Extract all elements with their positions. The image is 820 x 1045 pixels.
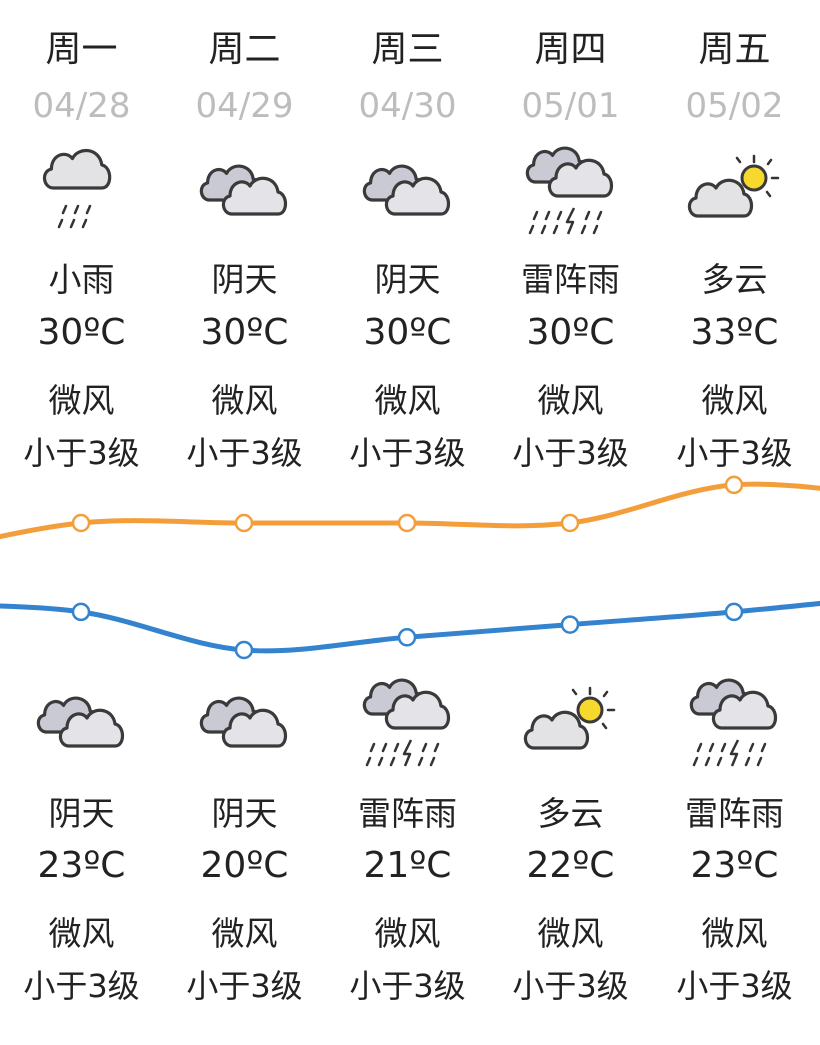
night-condition: 阴天: [211, 794, 278, 833]
high-temp-point: [560, 513, 580, 533]
partly-cloudy-icon: [520, 672, 620, 772]
low-temp-point: [724, 602, 744, 622]
forecast-day-2[interactable]: 周二 04/29 阴天 30ºC 微风 小于3级 阴天 20ºC 微风 小于3级: [163, 0, 326, 1045]
overcast-icon: [31, 672, 131, 772]
date: 04/30: [358, 86, 457, 126]
night-condition: 雷阵雨: [685, 794, 784, 833]
day-name: 周四: [534, 29, 607, 70]
day-wind: 微风: [48, 381, 115, 420]
high-temp: 33ºC: [690, 312, 779, 353]
high-temp: 30ºC: [200, 312, 289, 353]
low-temp-point: [397, 628, 417, 647]
high-temp: 30ºC: [37, 312, 126, 353]
overcast-icon: [194, 672, 294, 772]
day-wind: 微风: [374, 381, 441, 420]
day-wind-level: 小于3级: [349, 434, 466, 472]
night-wind-level: 小于3级: [676, 967, 793, 1005]
high-temp-point: [71, 513, 91, 533]
forecast-day-5[interactable]: 周五 05/02 多云 33ºC 微风 小于3级 雷阵雨 23ºC 微风 小于3…: [653, 0, 816, 1045]
day-condition: 小雨: [48, 260, 115, 299]
day-condition: 多云: [701, 260, 768, 299]
night-wind-level: 小于3级: [349, 967, 466, 1005]
low-temp: 20ºC: [200, 845, 289, 886]
forecast-day-3[interactable]: 周三 04/30 阴天 30ºC 微风 小于3级 雷阵雨 21ºC 微风 小于3…: [326, 0, 489, 1045]
low-temp-point: [71, 602, 91, 622]
high-temp-point: [234, 513, 254, 533]
day-condition: 阴天: [374, 260, 441, 299]
day-name: 周五: [698, 29, 771, 70]
light-rain-icon: [31, 140, 131, 240]
day-wind-level: 小于3级: [186, 434, 303, 472]
high-temp: 30ºC: [526, 312, 615, 353]
date: 04/29: [195, 86, 294, 126]
day-wind: 微风: [211, 381, 278, 420]
night-condition: 阴天: [48, 794, 115, 833]
day-wind-level: 小于3级: [512, 434, 629, 472]
day-condition: 阴天: [211, 260, 278, 299]
high-temp-point: [724, 475, 744, 495]
date: 05/02: [685, 86, 784, 126]
high-temp-point: [397, 513, 417, 533]
day-name: 周一: [45, 29, 118, 70]
forecast-day-4[interactable]: 周四 05/01 雷阵雨 30ºC 微风 小于3级 多云 22ºC 微风 小于3…: [489, 0, 652, 1045]
night-condition: 多云: [537, 794, 604, 833]
partly-cloudy-icon: [684, 140, 784, 240]
day-wind: 微风: [701, 381, 768, 420]
night-wind: 微风: [374, 914, 441, 953]
forecast-day-1[interactable]: 周一 04/28 小雨 30ºC 微风 小于3级 阴天 23ºC 微风 小于3级: [0, 0, 163, 1045]
night-wind: 微风: [48, 914, 115, 953]
night-wind: 微风: [537, 914, 604, 953]
night-wind-level: 小于3级: [512, 967, 629, 1005]
day-wind: 微风: [537, 381, 604, 420]
night-wind: 微风: [701, 914, 768, 953]
date: 04/28: [32, 86, 131, 126]
thunderstorm-icon: [520, 140, 620, 240]
low-temp-point: [560, 615, 580, 634]
night-wind-level: 小于3级: [23, 967, 140, 1005]
night-wind-level: 小于3级: [186, 967, 303, 1005]
overcast-icon: [194, 140, 294, 240]
date: 05/01: [521, 86, 620, 126]
day-wind-level: 小于3级: [676, 434, 793, 472]
night-condition: 雷阵雨: [358, 794, 457, 833]
day-name: 周三: [371, 29, 444, 70]
thunderstorm-icon: [684, 672, 784, 772]
thunderstorm-icon: [357, 672, 457, 772]
low-temp: 23ºC: [690, 845, 779, 886]
low-temp-point: [234, 640, 254, 660]
low-temp: 21ºC: [363, 845, 452, 886]
day-condition: 雷阵雨: [521, 260, 620, 299]
night-wind: 微风: [211, 914, 278, 953]
day-name: 周二: [208, 29, 281, 70]
high-temp: 30ºC: [363, 312, 452, 353]
day-wind-level: 小于3级: [23, 434, 140, 472]
overcast-icon: [357, 140, 457, 240]
low-temp: 23ºC: [37, 845, 126, 886]
low-temp: 22ºC: [526, 845, 615, 886]
